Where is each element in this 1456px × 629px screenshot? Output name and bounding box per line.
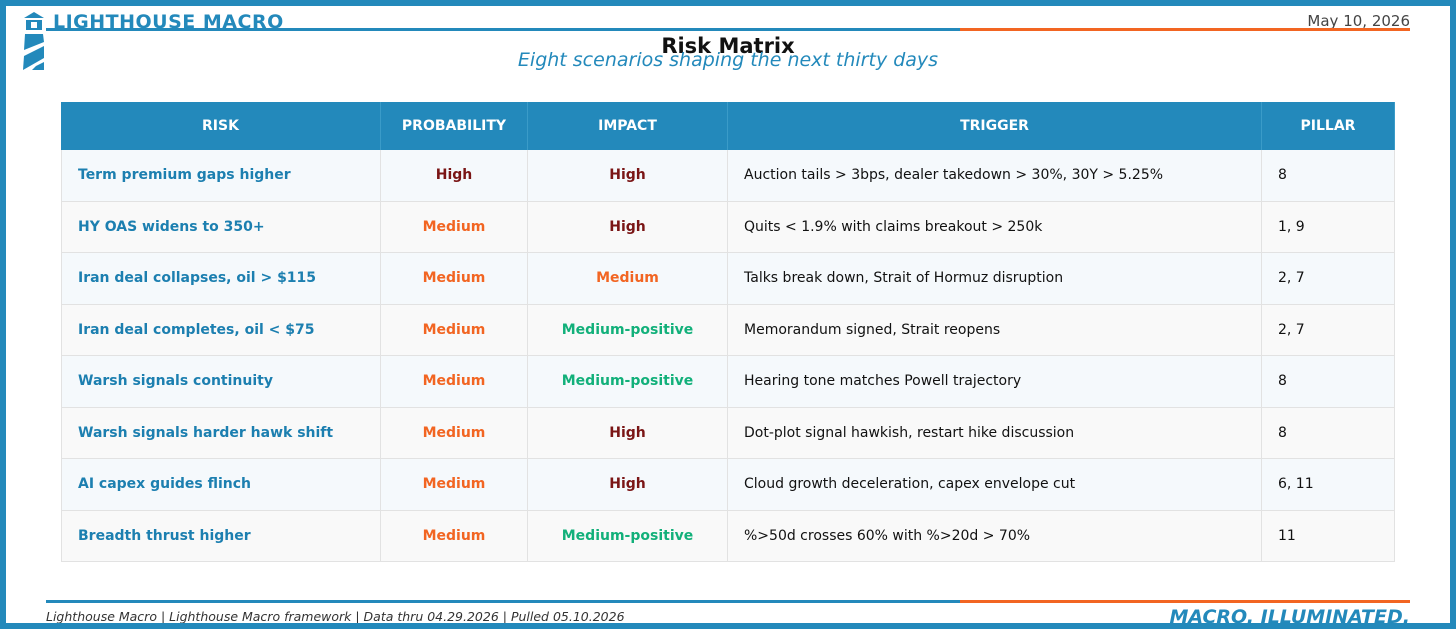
table-cell: Dot-plot signal hawkish, restart hike di…: [728, 407, 1262, 459]
brand: LIGHTHOUSE MACRO: [53, 11, 284, 33]
table-cell: Medium: [381, 304, 528, 356]
column-header: TRIGGER: [728, 102, 1262, 150]
footer-source: Lighthouse Macro | Lighthouse Macro fram…: [46, 609, 625, 624]
table-cell: High: [528, 201, 728, 253]
table-cell: HY OAS widens to 350+: [61, 201, 381, 253]
table-cell: Iran deal collapses, oil > $115: [61, 253, 381, 305]
table-cell: Warsh signals continuity: [61, 356, 381, 408]
subtitle: Eight scenarios shaping the next thirty …: [517, 49, 939, 71]
table-cell: Medium: [381, 253, 528, 305]
title: Risk Matrix: [661, 34, 795, 58]
table-cell: Medium-positive: [528, 304, 728, 356]
header-rule-orange: [960, 28, 1410, 31]
footer-rule-orange: [960, 600, 1410, 603]
table-cell: Quits < 1.9% with claims breakout > 250k: [728, 201, 1262, 253]
footer-rule-blue: [46, 600, 960, 603]
table-cell: Hearing tone matches Powell trajectory: [728, 356, 1262, 408]
table-cell: Term premium gaps higher: [61, 150, 381, 202]
table-cell: 8: [1262, 150, 1395, 202]
table-cell: 1, 9: [1262, 201, 1395, 253]
table-cell: Cloud growth deceleration, capex envelop…: [728, 459, 1262, 511]
table-cell: Medium: [381, 407, 528, 459]
header-rule-blue: [46, 28, 960, 31]
table-cell: Warsh signals harder hawk shift: [61, 407, 381, 459]
table-cell: 6, 11: [1262, 459, 1395, 511]
table-cell: 2, 7: [1262, 304, 1395, 356]
table-cell: Auction tails > 3bps, dealer takedown > …: [728, 150, 1262, 202]
table-cell: Medium: [381, 201, 528, 253]
table-cell: AI capex guides flinch: [61, 459, 381, 511]
table-cell: Medium-positive: [528, 510, 728, 562]
footer-tagline: MACRO. ILLUMINATED.: [1169, 606, 1410, 628]
table-cell: 8: [1262, 407, 1395, 459]
table-cell: Medium-positive: [528, 356, 728, 408]
table-cell: 8: [1262, 356, 1395, 408]
column-header: RISK: [61, 102, 381, 150]
table-cell: Talks break down, Strait of Hormuz disru…: [728, 253, 1262, 305]
column-header: IMPACT: [528, 102, 728, 150]
table-cell: Medium: [381, 459, 528, 511]
column-header: PROBABILITY: [381, 102, 528, 150]
date: May 10, 2026: [1307, 12, 1410, 30]
table-cell: Medium: [528, 253, 728, 305]
table-cell: 2, 7: [1262, 253, 1395, 305]
column-header: PILLAR: [1262, 102, 1395, 150]
table-cell: High: [528, 407, 728, 459]
lighthouse-logo: [23, 12, 44, 70]
table-cell: High: [528, 459, 728, 511]
table-cell: Iran deal completes, oil < $75: [61, 304, 381, 356]
table-cell: 11: [1262, 510, 1395, 562]
table-cell: Memorandum signed, Strait reopens: [728, 304, 1262, 356]
table-cell: %>50d crosses 60% with %>20d > 70%: [728, 510, 1262, 562]
table-cell: Breadth thrust higher: [61, 510, 381, 562]
table-cell: High: [381, 150, 528, 202]
table-cell: High: [528, 150, 728, 202]
table-cell: Medium: [381, 510, 528, 562]
table-cell: Medium: [381, 356, 528, 408]
